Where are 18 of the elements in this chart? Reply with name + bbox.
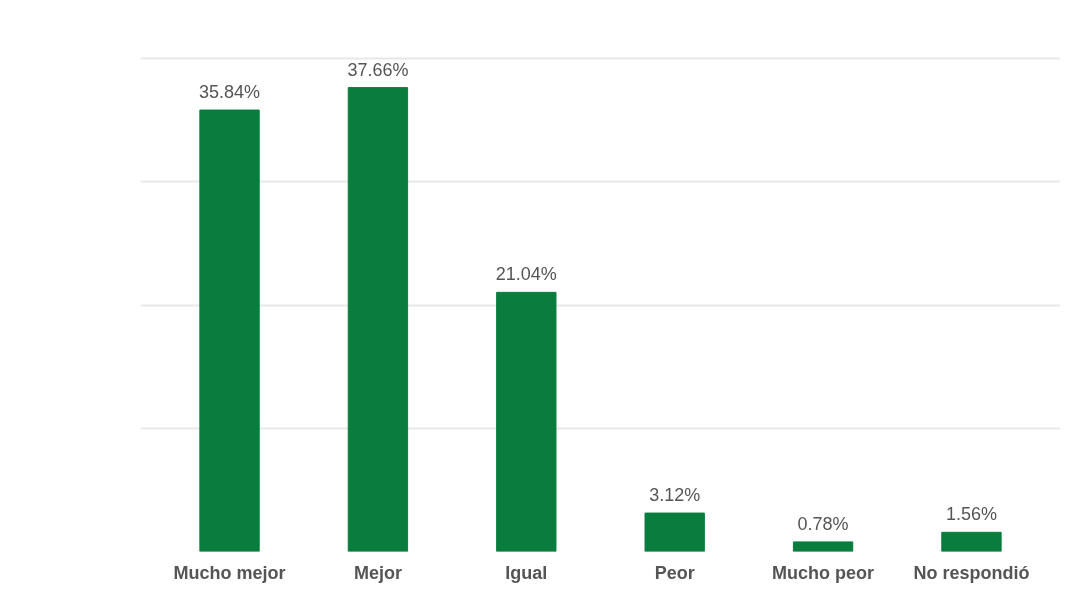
bar (199, 109, 260, 552)
data-label: 37.66% (347, 59, 409, 80)
data-label: 21.04% (495, 264, 557, 285)
x-tick-label: Mejor (353, 562, 402, 583)
data-label: 1.56% (945, 504, 997, 525)
x-tick-label: Igual (505, 562, 548, 583)
x-tick-label: Peor (654, 562, 695, 583)
x-tick-label: No respondió (913, 562, 1030, 583)
x-tick-label: Mucho mejor (173, 562, 286, 583)
bar (347, 87, 409, 552)
bar (644, 512, 705, 552)
data-label: 0.78% (797, 513, 849, 534)
data-label: 3.12% (649, 485, 701, 506)
bar (496, 291, 557, 552)
bar (941, 531, 1002, 552)
x-tick-label: Mucho peor (772, 562, 875, 583)
bar (792, 541, 854, 552)
data-label: 35.84% (199, 82, 261, 103)
